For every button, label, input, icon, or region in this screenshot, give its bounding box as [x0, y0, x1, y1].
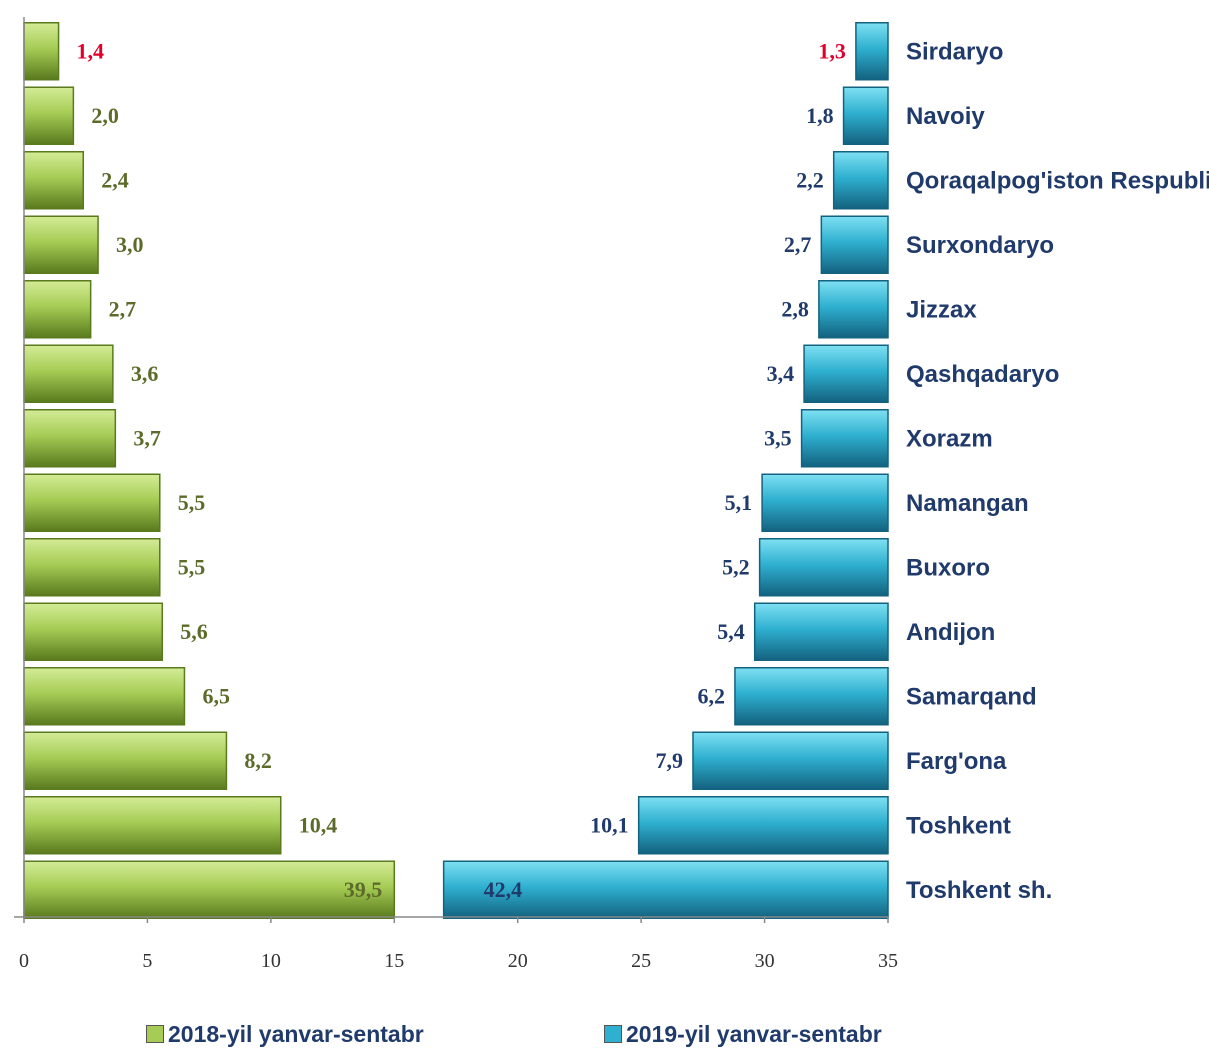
value-label-2018: 8,2: [244, 748, 272, 773]
value-label-2019: 2,8: [781, 296, 809, 321]
region-label: Toshkent sh.: [906, 877, 1052, 904]
value-label-2018: 2,4: [101, 167, 129, 192]
bar-2019: [442, 860, 889, 919]
value-label-2019: 2,2: [796, 167, 824, 192]
region-label: Xorazm: [906, 426, 993, 453]
value-label-2019: 7,9: [655, 748, 683, 773]
region-label: Sirdaryo: [906, 39, 1003, 66]
bar-2019: [800, 409, 889, 468]
region-label: Farg'ona: [906, 748, 1007, 775]
bars-2019: [442, 22, 889, 919]
value-label-2018: 3,7: [133, 425, 161, 450]
value-label-2019: 1,3: [818, 38, 846, 63]
value-label-2018: 2,7: [109, 296, 137, 321]
legend-swatch-2019: [604, 1025, 622, 1043]
value-label-2018: 3,6: [131, 361, 159, 386]
x-tick-label: 5: [142, 950, 152, 972]
region-label: Toshkent: [906, 813, 1011, 840]
bar-2019: [842, 86, 889, 145]
region-labels: Sirdaryo Navoiy Qoraqalpog'iston Respublik…: [906, 39, 1209, 905]
value-label-2018: 6,5: [202, 683, 230, 708]
bar-2018: [23, 667, 186, 726]
x-tick-label: 30: [755, 950, 775, 972]
legend-item-2018: 2018-yil yanvar-sentabr: [146, 1019, 424, 1049]
bar-2019: [753, 602, 889, 661]
value-label-2019: 5,1: [725, 490, 753, 515]
x-tick-label: 10: [261, 950, 281, 972]
bar-2018: [23, 86, 75, 145]
region-label: Andijon: [906, 619, 995, 646]
x-tick-label: 35: [878, 950, 898, 972]
bar-2018: [23, 796, 282, 855]
bar-2018: [23, 22, 60, 81]
value-label-2019: 10,1: [590, 812, 629, 837]
legend-item-2019: 2019-yil yanvar-sentabr: [604, 1019, 882, 1049]
x-tick-label: 15: [384, 950, 404, 972]
bar-2018: [23, 860, 396, 919]
x-axis: 0 5 10 15 20 25 30 35: [14, 17, 898, 972]
bar-2019: [637, 796, 889, 855]
x-tick-label: 25: [631, 950, 651, 972]
value-label-2018: 1,4: [77, 38, 105, 63]
region-label: Buxoro: [906, 555, 990, 582]
value-labels-2019: 1,3 1,8 2,2 2,7 2,8 3,4 3,5 5,1 5,2 5,4 6,2 7,9 10,1…: [484, 38, 846, 902]
region-label: Namangan: [906, 490, 1029, 517]
bar-2018: [23, 473, 161, 532]
value-label-2018: 2,0: [91, 103, 119, 128]
bar-2018: [23, 151, 84, 210]
legend-label-2018: 2018-yil yanvar-sentabr: [168, 1020, 424, 1047]
value-labels-2018: 1,4 2,0 2,4 3,0 2,7 3,6 3,7 5,5 5,5 5,6 6,5 8,2 10,4…: [77, 38, 383, 902]
value-label-2019: 1,8: [806, 103, 834, 128]
legend-label-2019: 2019-yil yanvar-sentabr: [626, 1020, 882, 1047]
bar-2019: [758, 538, 889, 597]
bar-2018: [23, 215, 99, 274]
region-label: Surxondaryo: [906, 232, 1054, 259]
bar-2019: [832, 151, 889, 210]
value-label-2018: 5,6: [180, 619, 208, 644]
bar-2018: [23, 602, 163, 661]
value-label-2019: 3,5: [764, 425, 792, 450]
bars-2018: [23, 22, 396, 919]
bar-2018: [23, 538, 161, 597]
value-label-2019: 6,2: [697, 683, 725, 708]
bar-2019: [818, 280, 889, 339]
bar-2019: [761, 473, 889, 532]
value-label-2019: 2,7: [784, 232, 812, 257]
x-tick-label: 0: [19, 950, 29, 972]
value-label-2019: 42,4: [484, 877, 522, 902]
value-label-2019: 5,4: [717, 619, 745, 644]
bar-2019: [734, 667, 889, 726]
legend-swatch-2018: [146, 1025, 164, 1043]
region-label: Qashqadaryo: [906, 361, 1059, 388]
value-label-2018: 3,0: [116, 232, 144, 257]
bar-2019: [855, 22, 889, 81]
value-label-2018: 39,5: [344, 877, 383, 902]
region-label: Samarqand: [906, 684, 1037, 711]
value-label-2018: 5,5: [178, 554, 206, 579]
x-tick-label: 20: [508, 950, 528, 972]
bar-2018: [23, 409, 117, 468]
value-label-2019: 5,2: [722, 554, 750, 579]
bar-2019: [803, 344, 889, 403]
bar-2019: [692, 731, 889, 790]
region-label: Qoraqalpog'iston Respublikasi: [906, 168, 1209, 195]
value-label-2019: 3,4: [767, 361, 795, 386]
value-label-2018: 10,4: [299, 812, 338, 837]
bar-2019: [820, 215, 889, 274]
bar-2018: [23, 344, 114, 403]
bar-2018: [23, 731, 228, 790]
region-label: Navoiy: [906, 103, 985, 130]
value-label-2018: 5,5: [178, 490, 206, 515]
region-label: Jizzax: [906, 297, 977, 324]
bar-2018: [23, 280, 92, 339]
